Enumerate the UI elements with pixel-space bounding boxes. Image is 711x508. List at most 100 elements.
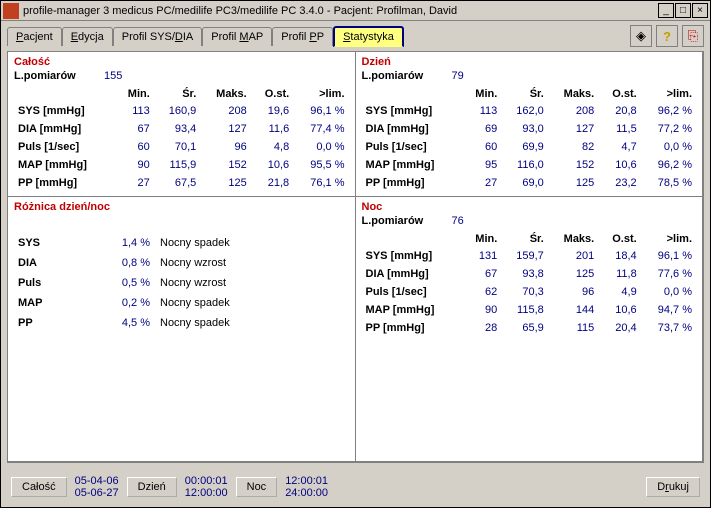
tab-profil-pp[interactable]: Profil PP <box>272 27 333 46</box>
table-row: SYS 1,4 % Nocny spadek <box>14 233 349 253</box>
table-row: Puls [1/sec] 62 70,3 96 4,9 0,0 % <box>362 283 697 301</box>
cell-desc: Nocny wzrost <box>154 253 349 273</box>
cell-min: 113 <box>462 102 501 120</box>
cell-maks: 201 <box>548 247 598 265</box>
footer-dzien-times: 00:00:0112:00:00 <box>185 475 228 499</box>
cell-desc: Nocny spadek <box>154 293 349 313</box>
footer-dzien-button[interactable]: Dzień <box>127 477 177 497</box>
table-row: DIA 0,8 % Nocny wzrost <box>14 253 349 273</box>
cell-sr: 70,3 <box>501 283 547 301</box>
maximize-button[interactable]: □ <box>675 3 691 18</box>
cell-desc: Nocny spadek <box>154 233 349 253</box>
cell-lim: 0,0 % <box>293 138 348 156</box>
tab-profil-sysdia[interactable]: Profil SYS/DIA <box>113 27 203 46</box>
count-label: L.pomiarów <box>14 70 104 82</box>
row-header: MAP <box>14 293 104 313</box>
panel-dzien: DzieńL.pomiarów79 Min.Śr.Maks.O.st.>lim.… <box>355 51 704 197</box>
row-header: DIA [mmHg] <box>362 265 463 283</box>
cell-lim: 78,5 % <box>641 174 696 192</box>
stats-table: Min.Śr.Maks.O.st.>lim. SYS [mmHg] 113 16… <box>14 86 349 192</box>
cell-maks: 127 <box>200 120 250 138</box>
cell-ost: 10,6 <box>598 301 640 319</box>
cell-ost: 18,4 <box>598 247 640 265</box>
row-header: MAP [mmHg] <box>14 156 115 174</box>
row-header: DIA [mmHg] <box>362 120 463 138</box>
row-header: PP [mmHg] <box>14 174 115 192</box>
tab-edycja[interactable]: Edycja <box>62 27 113 46</box>
cell-sr: 65,9 <box>501 319 547 337</box>
cell-maks: 152 <box>548 156 598 174</box>
exit-icon[interactable]: ⎘ <box>682 25 704 47</box>
footer-drukuj-button[interactable]: Drukuj <box>646 477 700 497</box>
cell-lim: 96,2 % <box>641 156 696 174</box>
app-window: profile-manager 3 medicus PC/medilife PC… <box>0 0 711 508</box>
cell-min: 95 <box>462 156 501 174</box>
cell-ost: 10,6 <box>251 156 293 174</box>
count-value: 76 <box>452 215 482 227</box>
cell-min: 67 <box>115 120 154 138</box>
cell-ost: 10,6 <box>598 156 640 174</box>
cell-min: 113 <box>115 102 154 120</box>
cell-desc: Nocny spadek <box>154 313 349 333</box>
diamond-icon[interactable]: ◈ <box>630 25 652 47</box>
cell-ost: 4,8 <box>251 138 293 156</box>
row-header: DIA <box>14 253 104 273</box>
app-icon <box>3 3 19 19</box>
cell-ost: 20,8 <box>598 102 640 120</box>
panel-noc: NocL.pomiarów76 Min.Śr.Maks.O.st.>lim. S… <box>355 196 704 462</box>
row-header: MAP [mmHg] <box>362 156 463 174</box>
cell-min: 62 <box>462 283 501 301</box>
stats-table: Min.Śr.Maks.O.st.>lim. SYS [mmHg] 131 15… <box>362 231 697 337</box>
cell-min: 28 <box>462 319 501 337</box>
cell-sr: 69,9 <box>501 138 547 156</box>
table-row: PP [mmHg] 28 65,9 115 20,4 73,7 % <box>362 319 697 337</box>
cell-ost: 11,8 <box>598 265 640 283</box>
cell-maks: 125 <box>548 265 598 283</box>
tabstrip: Pacjent Edycja Profil SYS/DIA Profil MAP… <box>1 21 710 47</box>
cell-ost: 20,4 <box>598 319 640 337</box>
row-header: SYS [mmHg] <box>14 102 115 120</box>
row-header: SYS [mmHg] <box>362 102 463 120</box>
table-row: Puls [1/sec] 60 70,1 96 4,8 0,0 % <box>14 138 349 156</box>
row-header: PP [mmHg] <box>362 319 463 337</box>
count-value: 79 <box>452 70 482 82</box>
cell-maks: 82 <box>548 138 598 156</box>
cell-sr: 69,0 <box>501 174 547 192</box>
panel-calosc: CałośćL.pomiarów155 Min.Śr.Maks.O.st.>li… <box>7 51 356 197</box>
cell-pct: 0,2 % <box>104 293 154 313</box>
cell-sr: 93,0 <box>501 120 547 138</box>
cell-sr: 162,0 <box>501 102 547 120</box>
row-header: SYS [mmHg] <box>362 247 463 265</box>
cell-sr: 116,0 <box>501 156 547 174</box>
cell-maks: 96 <box>200 138 250 156</box>
cell-maks: 96 <box>548 283 598 301</box>
cell-lim: 76,1 % <box>293 174 348 192</box>
cell-sr: 93,8 <box>501 265 547 283</box>
cell-lim: 96,2 % <box>641 102 696 120</box>
cell-lim: 77,2 % <box>641 120 696 138</box>
table-row: MAP [mmHg] 90 115,9 152 10,6 95,5 % <box>14 156 349 174</box>
table-row: DIA [mmHg] 67 93,4 127 11,6 77,4 % <box>14 120 349 138</box>
table-row: PP [mmHg] 27 69,0 125 23,2 78,5 % <box>362 174 697 192</box>
table-row: Puls 0,5 % Nocny wzrost <box>14 273 349 293</box>
minimize-button[interactable]: _ <box>658 3 674 18</box>
panel-title: Dzień <box>362 56 697 68</box>
close-button[interactable]: × <box>692 3 708 18</box>
cell-ost: 11,6 <box>251 120 293 138</box>
tab-pacjent[interactable]: Pacjent <box>7 27 62 46</box>
tab-profil-map[interactable]: Profil MAP <box>202 27 272 46</box>
table-row: MAP [mmHg] 95 116,0 152 10,6 96,2 % <box>362 156 697 174</box>
footer-calosc-button[interactable]: Całość <box>11 477 67 497</box>
table-row: DIA [mmHg] 69 93,0 127 11,5 77,2 % <box>362 120 697 138</box>
cell-ost: 21,8 <box>251 174 293 192</box>
cell-maks: 125 <box>200 174 250 192</box>
count-label: L.pomiarów <box>362 215 452 227</box>
cell-desc: Nocny wzrost <box>154 273 349 293</box>
cell-sr: 159,7 <box>501 247 547 265</box>
tab-statystyka[interactable]: Statystyka <box>333 26 404 47</box>
panel-title: Różnica dzień/noc <box>14 201 349 213</box>
footer-noc-button[interactable]: Noc <box>236 477 278 497</box>
row-header: SYS <box>14 233 104 253</box>
titlebar: profile-manager 3 medicus PC/medilife PC… <box>1 1 710 21</box>
help-icon[interactable]: ? <box>656 25 678 47</box>
